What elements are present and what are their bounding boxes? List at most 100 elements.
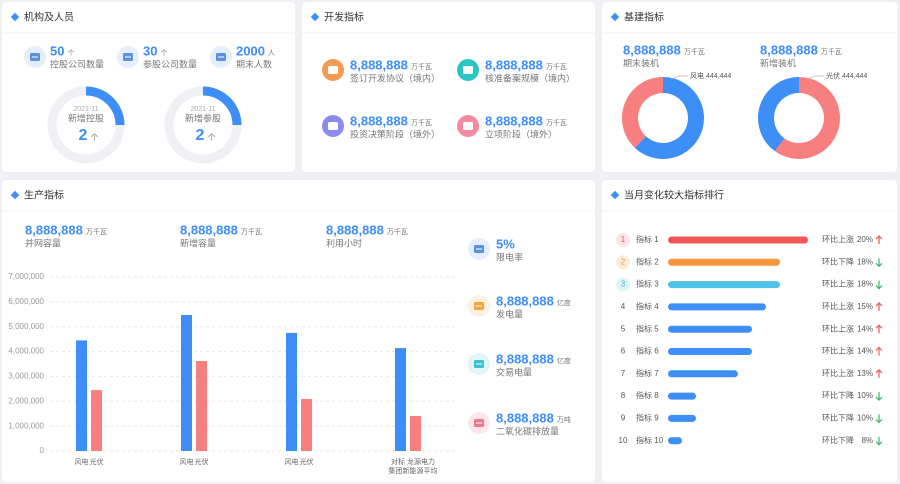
stat-unit: 个 — [160, 49, 167, 57]
panel-title: 当月变化较大指标排行 — [624, 189, 724, 202]
rank-name: 指标 2 — [636, 256, 659, 266]
stat-label: 参股公司数量 — [143, 58, 197, 69]
stat-unit: 万千瓦 — [411, 62, 432, 71]
x-tick-label: 集团新能源平均 — [389, 466, 438, 475]
change-value: 18% — [857, 257, 873, 266]
donut-segment — [634, 77, 704, 159]
leader-line — [670, 75, 688, 80]
bar — [76, 340, 87, 451]
stat-unit: 万千瓦 — [821, 47, 842, 56]
ring-date: 2021-11 — [73, 106, 98, 113]
change-text: 环比上涨 — [822, 346, 854, 356]
rank-number: 4 — [621, 302, 626, 311]
trend-arrow — [875, 302, 883, 311]
donut-label: 风电 — [690, 71, 704, 80]
change-text: 环比下降 — [822, 413, 854, 423]
x-tick-label: 光伏 — [90, 457, 104, 466]
stat-label: 交易电量 — [496, 366, 532, 377]
x-tick-label: 风电 — [75, 457, 89, 466]
trend-arrow — [875, 346, 883, 356]
stat-value: 8,888,888 — [496, 351, 554, 366]
change-text: 环比下降 — [822, 256, 854, 266]
y-tick-label: 6,000,000 — [8, 297, 44, 306]
stat-unit: 亿度 — [557, 298, 571, 307]
change-value: 8% — [861, 436, 873, 445]
donut-value-label: 444,444 — [842, 73, 867, 80]
change-value: 10% — [857, 391, 873, 400]
stat-label: 期末人数 — [236, 58, 272, 69]
rank-name: 指标 9 — [636, 413, 659, 423]
change-text: 环比上涨 — [822, 368, 854, 378]
stat-unit: 亿度 — [557, 356, 571, 365]
donut-segment — [622, 77, 664, 148]
change-value: 15% — [857, 302, 873, 311]
donut-segment — [774, 77, 840, 159]
change-value: 14% — [857, 324, 873, 333]
stat-label: 并网容量 — [25, 237, 61, 248]
bar — [196, 361, 207, 451]
rank-bar — [668, 437, 682, 445]
y-tick-label: 3,000,000 — [8, 372, 44, 381]
ring-arc — [202, 86, 242, 126]
change-value: 10% — [857, 414, 873, 423]
rank-number: 8 — [621, 391, 626, 400]
change-value: 18% — [857, 280, 873, 289]
y-tick-label: 0 — [40, 446, 45, 455]
x-tick-label: 风电 — [285, 457, 299, 466]
stat-value: 8,888,888 — [25, 222, 83, 237]
stat-value: 50 — [50, 43, 64, 58]
donut-value-label: 444,444 — [706, 73, 731, 80]
donut-segment — [758, 77, 800, 152]
stat-label: 新增容量 — [180, 237, 216, 248]
panel-title: 生产指标 — [24, 189, 64, 202]
trend-arrow — [875, 258, 883, 268]
rank-name: 指标 7 — [636, 368, 659, 378]
ring-arc — [85, 86, 125, 126]
stat-unit: 万千瓦 — [546, 62, 567, 71]
change-text: 环比上涨 — [822, 323, 854, 333]
trend-arrow — [875, 414, 883, 424]
change-text: 环比上涨 — [822, 301, 854, 311]
x-tick-label: 光伏 — [195, 457, 209, 466]
rank-bar — [668, 348, 752, 355]
ring-unit: 个 — [207, 133, 215, 142]
trend-arrow — [875, 436, 883, 446]
stat-value: 5% — [496, 236, 515, 251]
panel-title: 开发指标 — [324, 11, 364, 24]
stat-value: 8,888,888 — [326, 222, 384, 237]
trend-arrow — [875, 235, 883, 244]
stat-label: 立项阶段（境外） — [485, 128, 557, 139]
stat-unit: 万千瓦 — [86, 227, 107, 236]
rank-number: 9 — [621, 414, 626, 423]
stat-label: 投资决策阶段（境外） — [350, 128, 440, 139]
bar — [301, 399, 312, 451]
title-marker — [310, 12, 320, 22]
rank-badge — [616, 233, 630, 247]
stat-value: 8,888,888 — [760, 42, 818, 57]
rank-number: 6 — [621, 347, 626, 356]
panel-title: 机构及人员 — [24, 11, 74, 24]
rank-bar — [668, 236, 808, 244]
stat-value: 8,888,888 — [350, 113, 408, 128]
change-text: 环比下降 — [822, 435, 854, 445]
rank-bar — [668, 281, 780, 289]
bar — [91, 390, 102, 451]
x-tick-label: 光伏 — [300, 457, 314, 466]
ring-label: 新增控股 — [68, 112, 104, 123]
rank-bar — [668, 258, 780, 266]
stat-value: 2000 — [236, 43, 265, 58]
stat-value: 8,888,888 — [485, 57, 543, 72]
rank-name: 指标 6 — [636, 346, 659, 356]
stat-label: 利用小时 — [326, 237, 362, 248]
stat-label: 控股公司数量 — [50, 58, 104, 69]
ring-unit: 个 — [90, 133, 98, 142]
stat-value: 30 — [143, 43, 157, 58]
x-tick-label: 风电 — [180, 457, 194, 466]
stat-value: 8,888,888 — [350, 57, 408, 72]
bar — [395, 348, 406, 451]
rank-name: 指标 1 — [636, 234, 659, 244]
rank-number: 1 — [621, 235, 626, 244]
ring-value: 2 — [196, 127, 205, 144]
stat-unit: 万千瓦 — [411, 118, 432, 127]
